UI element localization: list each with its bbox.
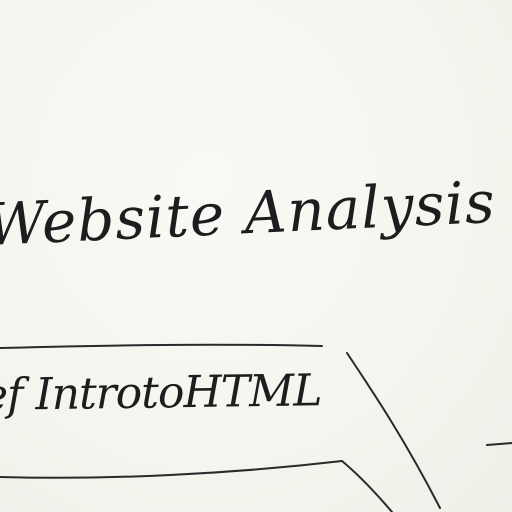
right-dash-line <box>486 442 512 446</box>
lower-branch-line <box>341 460 393 512</box>
box-label: ef IntrotoHTML <box>0 365 322 421</box>
box-bottom-line <box>0 460 343 479</box>
diagonal-connector-line <box>346 352 441 509</box>
box-top-line <box>0 343 323 349</box>
